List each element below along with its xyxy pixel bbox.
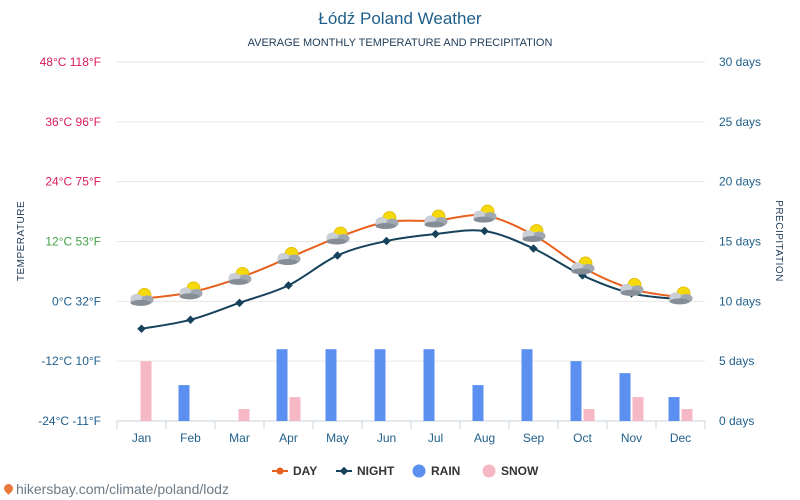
night-point bbox=[137, 324, 146, 333]
snow-bar bbox=[140, 361, 152, 421]
x-tick-label: May bbox=[326, 431, 349, 445]
cloud-shape bbox=[179, 293, 200, 300]
y2-tick-label: 15 days bbox=[719, 235, 761, 249]
legend-marker bbox=[412, 464, 426, 478]
x-tick-label: Mar bbox=[229, 431, 250, 445]
partly-cloudy-icon bbox=[473, 204, 497, 223]
cloud-shape bbox=[522, 236, 543, 243]
temperature-lines bbox=[130, 204, 693, 333]
chart-title: Łódź Poland Weather bbox=[318, 9, 482, 28]
x-tick-label: Oct bbox=[573, 431, 592, 445]
cloud-shape bbox=[130, 299, 151, 306]
cloud-shape bbox=[424, 221, 445, 228]
snow-bar bbox=[289, 397, 301, 421]
y2-axis-title: PRECIPITATION bbox=[773, 200, 784, 282]
snow-bar bbox=[681, 409, 693, 421]
y-tick-label: 36°C 96°F bbox=[45, 115, 101, 129]
legend-marker bbox=[339, 466, 349, 476]
x-tick-label: Jun bbox=[377, 431, 396, 445]
y2-tick-label: 0 days bbox=[719, 414, 754, 428]
rain-bar bbox=[325, 349, 337, 421]
rain-bar bbox=[619, 373, 631, 421]
legend-marker bbox=[276, 467, 284, 475]
partly-cloudy-icon bbox=[228, 266, 252, 285]
axis-ticks: 48°C 118°F 36°C 96°F 24°C 75°F 12°C 53°F 0°C… bbox=[38, 55, 761, 445]
partly-cloudy-icon bbox=[522, 224, 546, 243]
partly-cloudy-icon bbox=[375, 211, 399, 230]
y-tick-label: 48°C 118°F bbox=[40, 55, 101, 69]
partly-cloudy-icon bbox=[424, 209, 448, 228]
partly-cloudy-icon bbox=[620, 277, 644, 296]
snow-bar bbox=[632, 397, 644, 421]
cloud-shape bbox=[277, 258, 298, 265]
y-tick-label: -12°C 10°F bbox=[41, 354, 101, 368]
night-line bbox=[141, 229, 681, 330]
night-point bbox=[529, 244, 538, 253]
location-pin-icon bbox=[2, 482, 15, 495]
cloud-shape bbox=[326, 238, 347, 245]
y2-tick-label: 30 days bbox=[719, 55, 761, 69]
x-tick-label: Nov bbox=[621, 431, 642, 445]
source-text: hikersbay.com/climate/poland/lodz bbox=[16, 481, 229, 497]
night-point bbox=[333, 251, 342, 260]
rain-bar bbox=[374, 349, 386, 421]
x-tick-label: Aug bbox=[474, 431, 495, 445]
source-link[interactable]: hikersbay.com/climate/poland/lodz bbox=[2, 481, 229, 497]
y-tick-label: 24°C 75°F bbox=[45, 175, 101, 189]
y-tick-label: -24°C -11°F bbox=[38, 414, 101, 428]
cloud-shape bbox=[473, 216, 494, 223]
legend-label: RAIN bbox=[431, 464, 460, 478]
night-point bbox=[235, 298, 244, 308]
partly-cloudy-icon bbox=[179, 281, 203, 300]
y-axis-title: TEMPERATURE bbox=[16, 201, 27, 281]
cloud-shape bbox=[669, 298, 690, 305]
rain-bar bbox=[570, 361, 582, 421]
x-tick-label: Jan bbox=[132, 431, 151, 445]
night-point bbox=[382, 236, 391, 246]
rain-bar bbox=[521, 349, 533, 421]
cloud-shape bbox=[620, 289, 641, 296]
snow-bar bbox=[238, 409, 250, 421]
y2-tick-label: 20 days bbox=[719, 175, 761, 189]
y-tick-label: 0°C 32°F bbox=[52, 294, 101, 308]
rain-bar bbox=[668, 397, 680, 421]
night-point bbox=[186, 315, 195, 325]
cloud-shape bbox=[571, 268, 592, 275]
rain-bar bbox=[423, 349, 435, 421]
legend-label: SNOW bbox=[501, 464, 539, 478]
x-tick-label: Dec bbox=[670, 431, 691, 445]
grid-lines bbox=[117, 61, 705, 422]
legend: DAY NIGHT RAIN SNOW bbox=[272, 464, 539, 478]
partly-cloudy-icon bbox=[571, 256, 595, 275]
rain-bar bbox=[472, 385, 484, 421]
cloud-shape bbox=[375, 223, 396, 230]
cloud-shape bbox=[228, 278, 249, 285]
partly-cloudy-icon bbox=[130, 287, 154, 306]
chart-subtitle: AVERAGE MONTHLY TEMPERATURE AND PRECIPIT… bbox=[248, 37, 553, 49]
legend-label: DAY bbox=[293, 464, 317, 478]
night-point bbox=[284, 281, 293, 290]
y2-tick-label: 25 days bbox=[719, 115, 761, 129]
y2-tick-label: 10 days bbox=[719, 294, 761, 308]
x-tick-label: Jul bbox=[428, 431, 443, 445]
night-point bbox=[480, 226, 489, 236]
x-tick-label: Sep bbox=[523, 431, 545, 445]
x-tick-label: Apr bbox=[279, 431, 298, 445]
legend-marker bbox=[482, 464, 496, 478]
day-line bbox=[141, 214, 681, 300]
partly-cloudy-icon bbox=[326, 226, 350, 245]
night-point bbox=[431, 229, 440, 239]
rain-bar bbox=[276, 349, 288, 421]
snow-bar bbox=[583, 409, 595, 421]
partly-cloudy-icon bbox=[669, 286, 693, 305]
precipitation-bars bbox=[140, 349, 693, 421]
rain-bar bbox=[178, 385, 190, 421]
x-tick-label: Feb bbox=[180, 431, 201, 445]
legend-label: NIGHT bbox=[357, 464, 395, 478]
partly-cloudy-icon bbox=[277, 247, 301, 265]
y2-tick-label: 5 days bbox=[719, 354, 754, 368]
y-tick-label: 12°C 53°F bbox=[45, 235, 101, 249]
